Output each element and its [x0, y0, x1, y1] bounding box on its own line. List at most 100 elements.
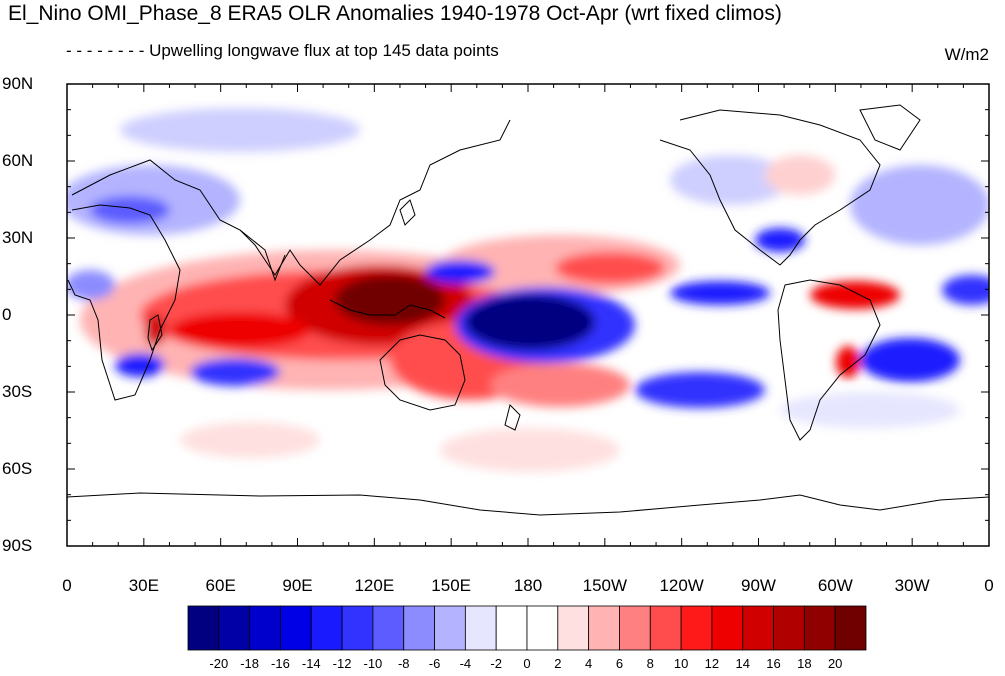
colorbar-label: 0: [523, 656, 531, 671]
units-label: W/m2: [944, 45, 989, 64]
antarctica-coast: [67, 492, 989, 516]
japan-coast: [399, 199, 416, 226]
colorbar-label: 4: [585, 656, 593, 671]
anomaly-field: [67, 108, 989, 472]
colorbar-swatch: [526, 605, 559, 651]
warm-brazil: [836, 346, 860, 378]
lat-label: 30N: [2, 228, 34, 247]
light-blue-s-atlantic: [780, 392, 960, 428]
cold-w-africa: [942, 275, 989, 305]
warm-n-pacific-core: [555, 252, 665, 284]
greenland-coast: [859, 104, 921, 151]
colorbar-swatch: [649, 605, 682, 651]
cold-e-pacific-itcz: [670, 281, 770, 305]
figure-title: El_Nino OMI_Phase_8 ERA5 OLR Anomalies 1…: [8, 2, 782, 25]
lon-label: 0: [984, 576, 994, 595]
cold-s-atlantic: [860, 338, 960, 382]
lat-label: 60N: [2, 151, 34, 170]
lon-label: 150W: [582, 576, 628, 595]
colorbar-label: -18: [240, 656, 260, 671]
colorbar: [187, 605, 867, 651]
south-america-coast: [777, 279, 881, 441]
lon-label: 90E: [282, 576, 313, 595]
colorbar-swatch: [464, 605, 497, 651]
new-zealand-coast: [504, 404, 521, 431]
colorbar-label: -20: [209, 656, 229, 671]
colorbar-label: 18: [797, 656, 812, 671]
colorbar-swatch: [680, 605, 713, 651]
light-red-south-pacific: [440, 428, 620, 472]
lon-label: 150E: [431, 576, 471, 595]
colorbar-swatch: [557, 605, 590, 651]
lat-label: 30S: [2, 382, 33, 401]
colorbar-label: 14: [735, 656, 750, 671]
lon-label: 180: [513, 576, 543, 595]
lon-label: 60E: [205, 576, 236, 595]
lat-label: 90S: [2, 536, 33, 555]
australia-coast: [379, 334, 466, 411]
colorbar-swatch: [742, 605, 774, 651]
colorbar-swatch: [619, 605, 651, 651]
colorbar-label: -12: [332, 656, 352, 671]
colorbar-swatch: [280, 605, 312, 651]
light-blue-band-arctic: [120, 108, 360, 152]
cold-s-indian: [190, 358, 280, 386]
light-blue-band-n-atlantic: [850, 165, 989, 245]
cold-central-n: [425, 260, 495, 284]
colorbar-label: 16: [766, 656, 781, 671]
lon-label: 30E: [128, 576, 159, 595]
coastlines: [67, 104, 989, 516]
lon-label: 60W: [817, 576, 853, 595]
colorbar-label: -14: [301, 656, 321, 671]
cold-eq-pacific-core: [465, 294, 595, 350]
north-america-coast: [659, 109, 881, 266]
lon-label: 30W: [894, 576, 930, 595]
warm-madagascar: [145, 314, 165, 346]
lat-label: 0: [2, 305, 12, 324]
colorbar-swatch: [403, 605, 435, 651]
indonesia-coast: [329, 299, 446, 319]
colorbar-swatch: [803, 605, 836, 651]
colorbar-label: 2: [554, 656, 562, 671]
lat-label: 60S: [2, 459, 33, 478]
colorbar-label: -4: [459, 656, 472, 671]
colorbar-swatch: [773, 605, 805, 651]
colorbar-swatch: [834, 605, 867, 651]
colorbar-swatch: [249, 605, 281, 651]
cold-s-pacific: [635, 372, 765, 408]
colorbar-label: 8: [646, 656, 654, 671]
colorbar-swatch: [341, 605, 374, 651]
lon-label: 90W: [741, 576, 776, 595]
colorbar-label: -16: [271, 656, 290, 671]
colorbar-swatch: [372, 605, 405, 651]
light-red-n-america: [765, 155, 835, 195]
warm-spcz: [490, 363, 630, 407]
colorbar-label: 12: [704, 656, 720, 671]
cold-n-africa: [67, 270, 115, 300]
colorbar-swatch: [588, 605, 620, 651]
eurasia-coast: [71, 119, 511, 286]
lon-label: 0: [62, 576, 72, 595]
colorbar-swatch: [187, 605, 220, 651]
colorbar-label: -8: [397, 656, 410, 671]
colorbar-label: 6: [615, 656, 624, 671]
colorbar-swatch: [434, 605, 466, 651]
warm-indian-west: [170, 312, 310, 348]
warm-core-b: [335, 275, 445, 325]
warm-n-s-america: [810, 281, 900, 309]
colorbar-label: 20: [827, 656, 843, 671]
lat-label: 90N: [2, 74, 34, 93]
madagascar-coast: [147, 314, 163, 352]
colorbar-swatch: [711, 605, 744, 651]
axis-ticks: [66, 83, 990, 547]
colorbar-label: -2: [490, 656, 502, 671]
cold-europe-core: [90, 196, 170, 224]
lon-label: 120W: [659, 576, 704, 595]
colorbar-swatch: [218, 605, 251, 651]
colorbar-swatch: [310, 605, 343, 651]
india-coast: [239, 229, 286, 282]
cold-gulf: [755, 228, 805, 252]
cold-s-africa: [115, 353, 165, 377]
light-red-s-indian: [180, 422, 320, 458]
